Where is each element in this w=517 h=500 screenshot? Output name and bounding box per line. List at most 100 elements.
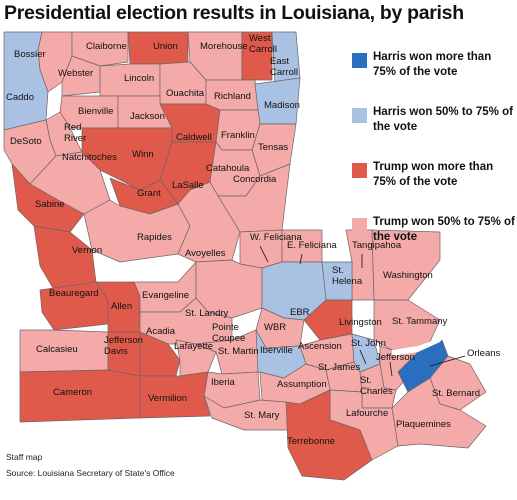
parish-label-plaquemines: Plaquemines [396, 419, 451, 430]
parish-label-lasalle: LaSalle [172, 180, 204, 191]
parish-tangipahoa [345, 229, 375, 301]
parish-label-st-martin: St. Martin [218, 346, 259, 357]
parish-acadia [139, 331, 181, 377]
legend-label: Harris won more than 75% of the vote [373, 51, 492, 78]
parish-label-iberia: Iberia [211, 377, 235, 388]
parish-evangeline [133, 261, 197, 313]
lake-pontchartrain [392, 332, 448, 356]
parish-label-claiborne: Claiborne [86, 41, 127, 52]
parish-label-caldwell: Caldwell [176, 132, 212, 143]
parish-washington [371, 229, 441, 301]
parish-label-st-john: St. John [351, 338, 386, 349]
parish-avoyelles [177, 181, 241, 263]
parish-label-webster: Webster [58, 68, 93, 79]
leader-line-e-feliciana [299, 253, 303, 265]
parish-label-vermilion: Vermilion [148, 393, 187, 404]
parish-label-jefferson-davis: Jefferson Davis [104, 335, 143, 357]
parish-sabine [11, 163, 85, 233]
parish-label-ebr: EBR [290, 307, 310, 318]
parish-label-orleans: Orleans [467, 348, 501, 359]
source-credit: Source: Louisiana Secretary of State's O… [6, 468, 175, 478]
parish-label-lafayette: Lafayette [174, 341, 213, 352]
parish-label-grant: Grant [137, 188, 161, 199]
parish-label-assumption: Assumption [277, 379, 327, 390]
parish-label-jackson: Jackson [130, 111, 165, 122]
legend-swatch-trump-75-plus [352, 163, 367, 178]
parish-label-lafourche: Lafourche [346, 408, 388, 419]
leader-line-st-john [359, 349, 367, 365]
leader-line-w-feliciana [259, 245, 269, 263]
parish-label-cameron: Cameron [53, 387, 92, 398]
parish-plaquemines [391, 377, 487, 449]
parish-label-franklin: Franklin [221, 130, 255, 141]
parish-label-caddo: Caddo [6, 92, 34, 103]
leader-line-jefferson [389, 361, 393, 377]
parish-label-west-carroll: West Carroll [249, 33, 277, 55]
parish-label-rapides: Rapides [137, 232, 172, 243]
parish-label-madison: Madison [264, 100, 300, 111]
parish-label-st-james: St. James [318, 362, 360, 373]
legend-swatch-harris-75-plus [352, 53, 367, 68]
parish-label-st-charles: St. Charles [360, 375, 393, 397]
parish-label-avoyelles: Avoyelles [185, 248, 226, 259]
parish-label-acadia: Acadia [146, 326, 176, 337]
parish-label-jefferson: Jefferson [376, 352, 415, 363]
parish-label-desoto: DeSoto [10, 136, 42, 147]
parish-label-natchitoches: Natchitoches [62, 152, 117, 163]
parish-label-w-feliciana: W. Feliciana [250, 232, 302, 243]
legend-item-trump-50-75: Trump won 50% to 75% of the vote [352, 215, 517, 270]
leader-lines [259, 245, 466, 377]
parish-west-carroll [241, 31, 273, 81]
legend-label: Trump won 50% to 75% of the vote [373, 216, 515, 243]
parish-label-wbr: WBR [264, 322, 286, 333]
parish-label-terrebonne: Terrebonne [287, 436, 335, 447]
legend: Harris won more than 75% of the vote Har… [352, 50, 517, 270]
parish-label-calcasieu: Calcasieu [36, 344, 78, 355]
parish-label-concordia: Concordia [233, 174, 277, 185]
parish-livingston [303, 299, 353, 341]
legend-item-trump-75-plus: Trump won more than 75% of the vote [352, 160, 517, 215]
legend-swatch-trump-50-75 [352, 218, 367, 233]
parish-label-bossier: Bossier [14, 49, 46, 60]
parish-label-morehouse: Morehouse [200, 41, 248, 52]
parish-label-st-helena: St. Helena [332, 265, 363, 287]
parish-label-ascension: Ascension [298, 341, 342, 352]
parish-label-st-mary: St. Mary [244, 410, 280, 421]
legend-item-harris-75-plus: Harris won more than 75% of the vote [352, 50, 517, 105]
parish-label-lincoln: Lincoln [124, 73, 154, 84]
parish-terrebonne [285, 389, 373, 481]
parish-label-winn: Winn [132, 149, 154, 160]
parish-label-tangipahoa: Tangipahoa [352, 240, 402, 251]
parish-label-evangeline: Evangeline [142, 290, 189, 301]
parish-label-st-bernard: St. Bernard [432, 388, 480, 399]
legend-swatch-harris-50-75 [352, 108, 367, 123]
parish-label-pointe-coupee: Pointe Coupee [212, 322, 245, 344]
parish-label-catahoula: Catahoula [206, 163, 250, 174]
parish-label-livingston: Livingston [339, 317, 382, 328]
map-title: Presidential election results in Louisia… [4, 2, 464, 24]
parish-label-sabine: Sabine [35, 199, 65, 210]
parish-label-washington: Washington [383, 270, 433, 281]
parish-label-st-tammany: St. Tammany [392, 316, 448, 327]
parish-label-beauregard: Beauregard [49, 288, 99, 299]
parish-label-union: Union [153, 41, 178, 52]
leader-line-orleans [429, 355, 466, 367]
parish-label-east-carroll: East Carroll [270, 56, 298, 78]
parish-label-vernon: Vernon [72, 245, 102, 256]
legend-label: Harris won 50% to 75% of the vote [373, 106, 513, 133]
parish-label-red-river: Red River [64, 122, 86, 144]
parish-label-e-feliciana: E. Feliciana [287, 240, 337, 251]
parish-vernon [33, 225, 97, 291]
parish-label-allen: Allen [111, 301, 132, 312]
staff-credit: Staff map [6, 452, 43, 462]
parish-label-iberville: Iberville [260, 345, 293, 356]
parish-shapes [3, 31, 487, 481]
parish-label-tensas: Tensas [258, 142, 288, 153]
parish-label-ouachita: Ouachita [166, 88, 205, 99]
legend-label: Trump won more than 75% of the vote [373, 161, 494, 188]
parish-label-richland: Richland [214, 91, 251, 102]
legend-item-harris-50-75: Harris won 50% to 75% of the vote [352, 105, 517, 160]
parish-claiborne [71, 31, 129, 67]
